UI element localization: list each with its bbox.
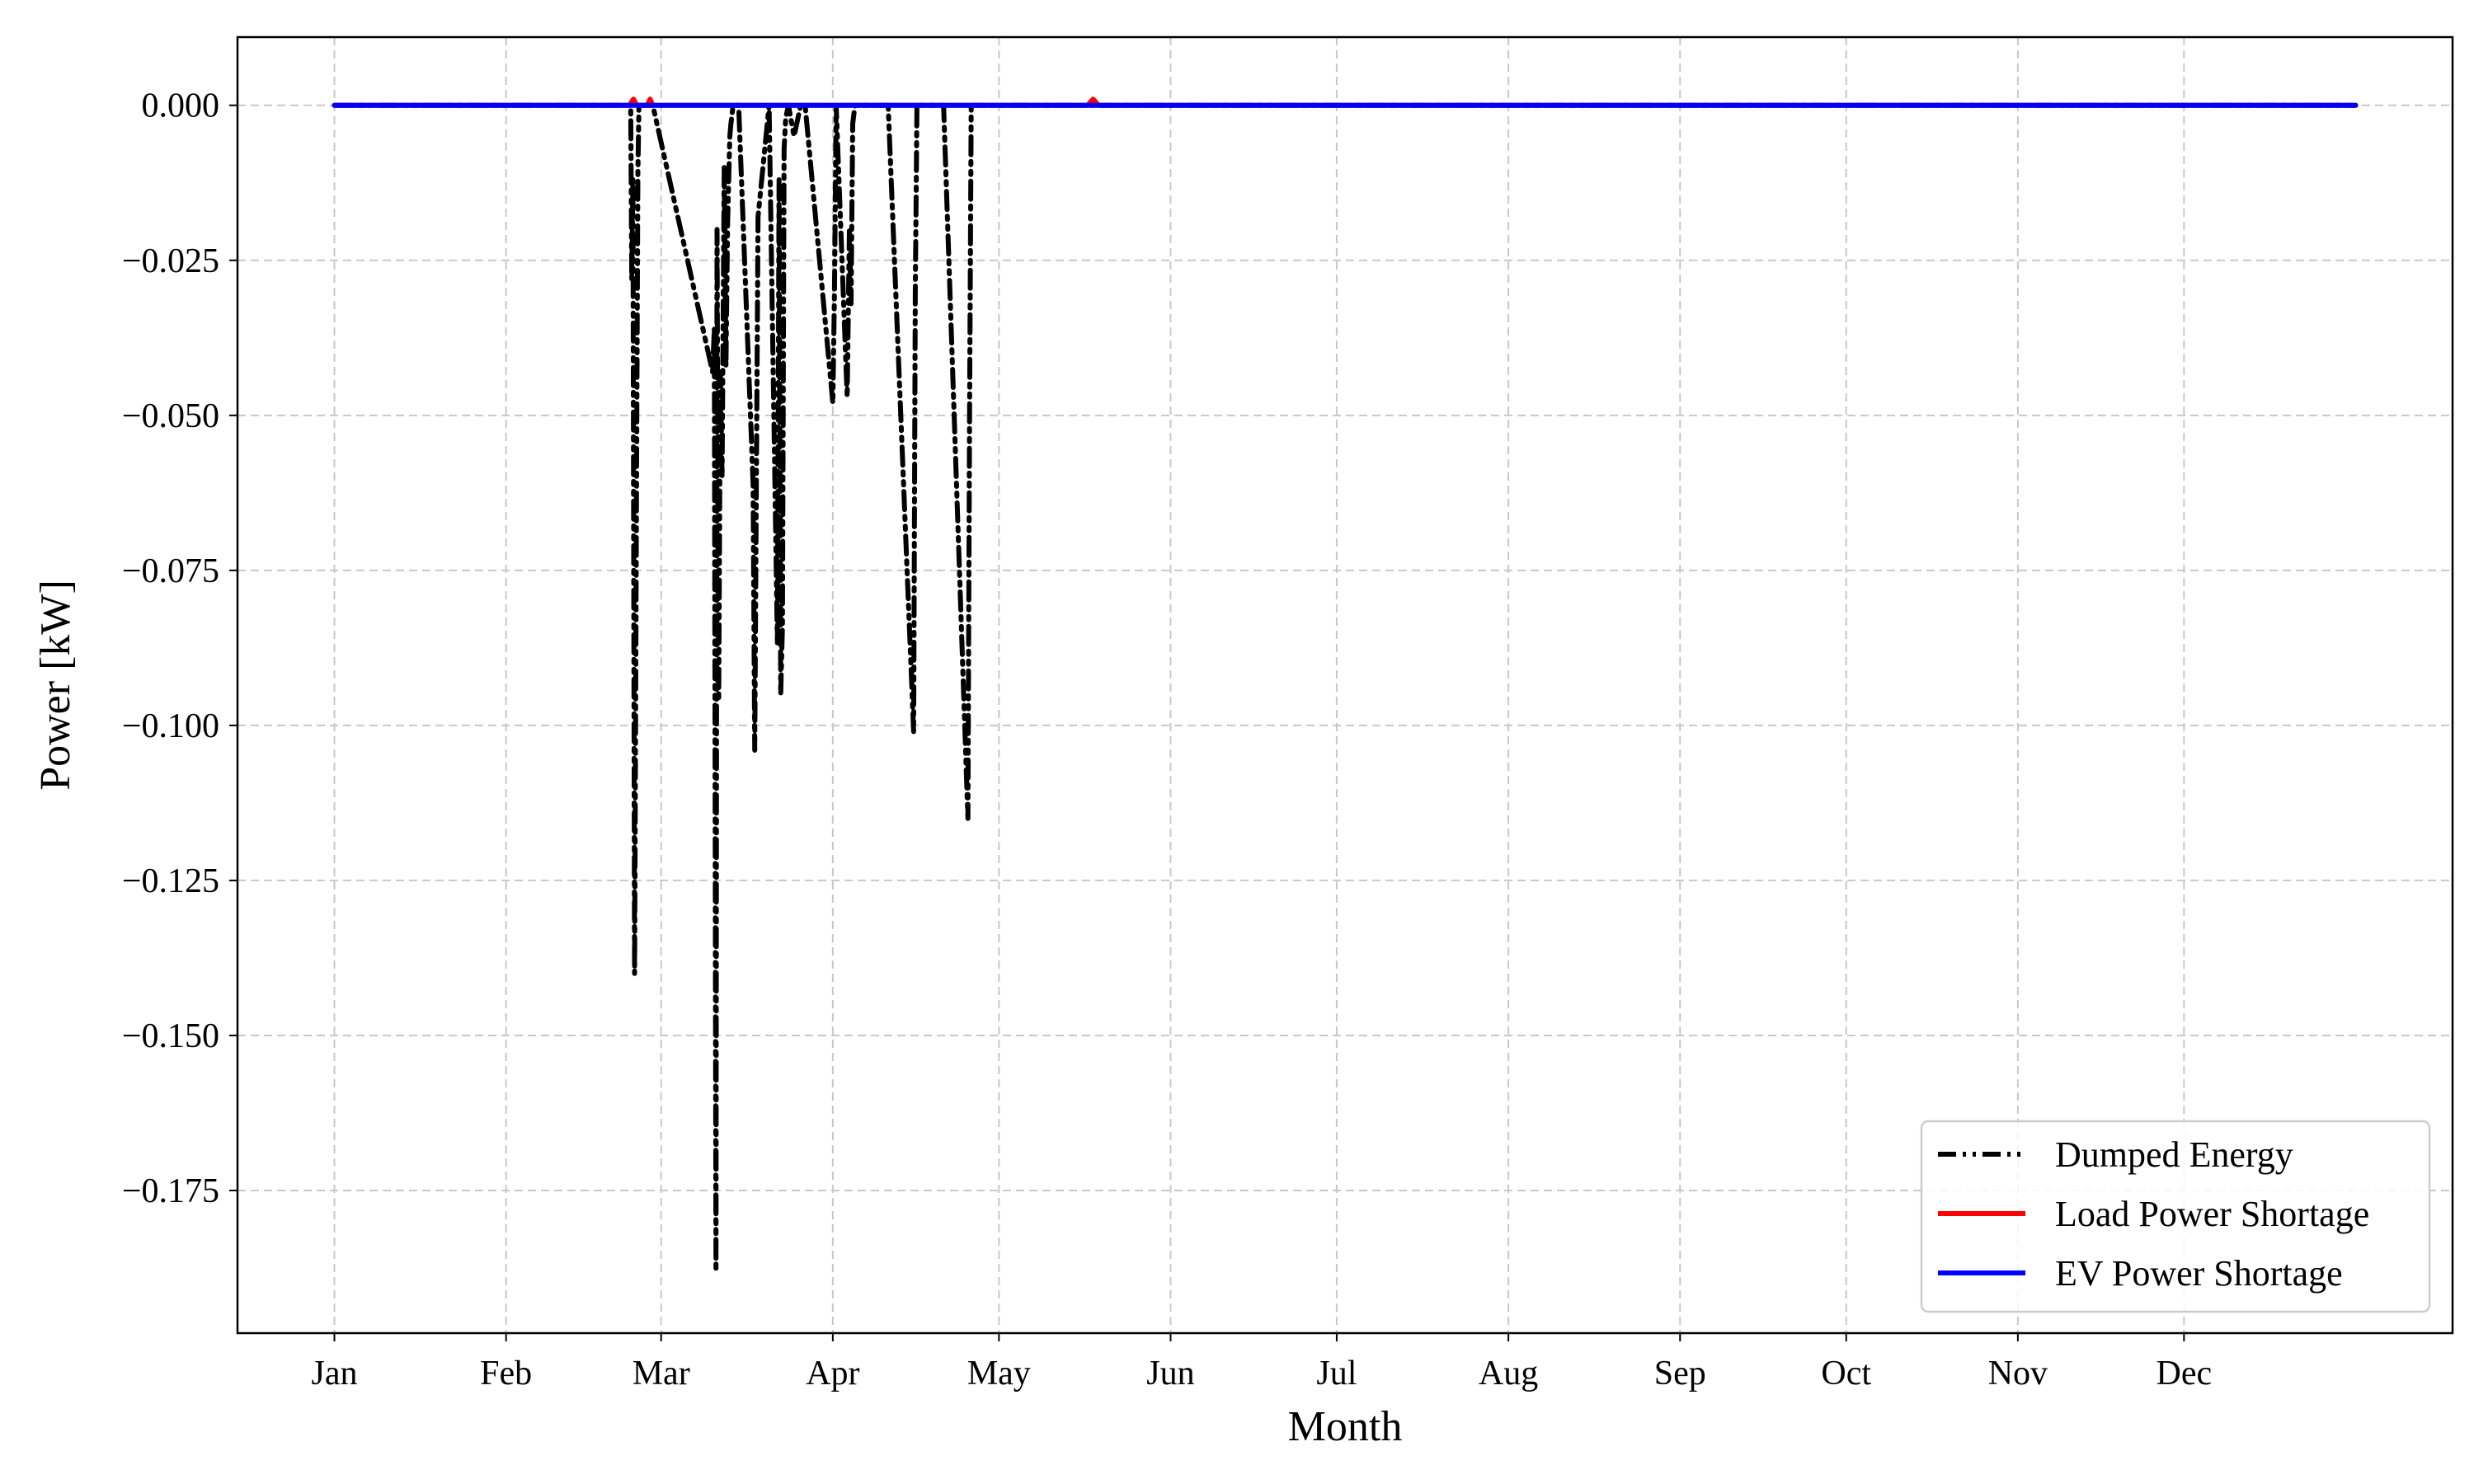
x-axis-title: Month [1288, 1403, 1403, 1450]
x-axis: Jan Feb Mar Apr May Jun Jul Aug Sep Oct Nov Dec [312, 1333, 2213, 1392]
series-line-load-power-shortage [332, 96, 2359, 108]
x-tick-label: Dec [2157, 1355, 2213, 1392]
x-tick-label: May [967, 1355, 1031, 1392]
series-line-dumped-energy [332, 102, 2359, 1274]
y-tick-label: −0.025 [122, 242, 219, 280]
y-tick-label: −0.175 [122, 1172, 219, 1210]
plot-area [332, 96, 2359, 1274]
x-tick-label: Oct [1821, 1355, 1871, 1392]
legend-frame [1920, 1120, 2431, 1313]
x-tick-label: Apr [806, 1355, 859, 1392]
x-tick-label: Mar [633, 1355, 690, 1392]
legend-label-load-power-shortage: Load Power Shortage [2055, 1194, 2369, 1234]
x-tick-label: Jun [1146, 1355, 1194, 1392]
y-axis: 0.000 −0.025 −0.050 −0.075 −0.100 −0.125 −0.15… [122, 87, 238, 1210]
x-tick-label: Jul [1316, 1355, 1357, 1392]
y-tick-label: 0.000 [142, 87, 220, 125]
y-tick-label: −0.075 [122, 552, 219, 590]
x-tick-label: Jan [312, 1355, 358, 1392]
legend-label-dumped-energy: Dumped Energy [2055, 1134, 2293, 1175]
y-axis-title: Power [kW] [32, 580, 79, 791]
legend-label-ev-power-shortage: EV Power Shortage [2055, 1253, 2343, 1294]
y-tick-label: −0.050 [122, 397, 219, 435]
x-tick-label: Aug [1479, 1355, 1538, 1392]
plot-frame [236, 35, 2454, 1335]
legend: Dumped Energy Load Power Shortage EV Power… [1920, 1120, 2431, 1313]
y-tick-label: −0.150 [122, 1017, 219, 1055]
x-tick-label: Nov [1988, 1355, 2048, 1392]
x-tick-label: Sep [1654, 1355, 1706, 1392]
x-tick-label: Feb [480, 1355, 532, 1392]
y-tick-label: −0.100 [122, 707, 219, 745]
y-tick-label: −0.125 [122, 862, 219, 900]
